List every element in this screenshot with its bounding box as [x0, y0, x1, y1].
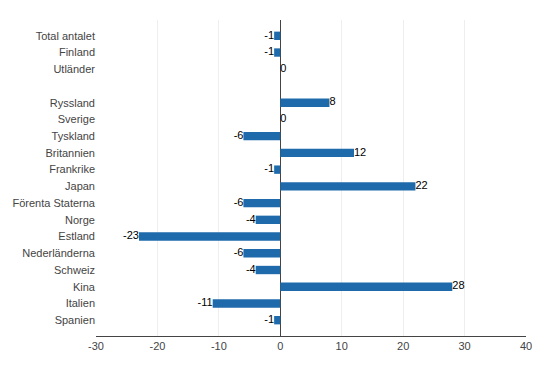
svg-text:Frankrike: Frankrike	[49, 163, 95, 175]
svg-text:-1: -1	[264, 45, 274, 57]
svg-text:12: 12	[354, 146, 366, 158]
svg-text:-11: -11	[198, 296, 213, 308]
svg-text:Norge: Norge	[65, 214, 95, 226]
svg-text:0: 0	[280, 112, 286, 124]
svg-text:8: 8	[329, 95, 335, 107]
svg-text:-4: -4	[246, 263, 256, 275]
svg-text:-4: -4	[246, 213, 256, 225]
svg-text:Nederländerna: Nederländerna	[22, 247, 96, 259]
svg-text:Ryssland: Ryssland	[50, 97, 95, 109]
svg-text:-6: -6	[234, 246, 244, 258]
svg-text:-1: -1	[264, 162, 274, 174]
svg-text:-6: -6	[234, 196, 244, 208]
svg-text:Japan: Japan	[65, 180, 95, 192]
svg-text:Förenta Staterna: Förenta Staterna	[12, 197, 95, 209]
svg-text:Total antalet: Total antalet	[36, 30, 95, 42]
svg-text:22: 22	[415, 179, 427, 191]
svg-text:0: 0	[277, 340, 283, 352]
svg-text:-1: -1	[264, 29, 274, 41]
svg-text:40: 40	[520, 340, 532, 352]
svg-text:Finland: Finland	[59, 46, 95, 58]
svg-text:30: 30	[458, 340, 470, 352]
svg-text:-6: -6	[234, 129, 244, 141]
svg-text:28: 28	[452, 279, 464, 291]
svg-text:-23: -23	[123, 229, 139, 241]
svg-text:Britannien: Britannien	[45, 147, 95, 159]
svg-text:Sverige: Sverige	[58, 113, 95, 125]
svg-text:0: 0	[280, 62, 286, 74]
svg-text:Estland: Estland	[58, 230, 95, 242]
svg-text:-10: -10	[211, 340, 227, 352]
svg-text:Tyskland: Tyskland	[52, 130, 95, 142]
svg-text:20: 20	[397, 340, 409, 352]
svg-text:-1: -1	[264, 313, 274, 325]
svg-text:Schweiz: Schweiz	[54, 264, 95, 276]
svg-text:Utländer: Utländer	[53, 63, 95, 75]
svg-text:-30: -30	[88, 340, 104, 352]
svg-text:Kina: Kina	[73, 281, 96, 293]
svg-text:-20: -20	[149, 340, 165, 352]
svg-text:Spanien: Spanien	[55, 314, 95, 326]
svg-text:10: 10	[336, 340, 348, 352]
svg-text:Italien: Italien	[66, 297, 95, 309]
